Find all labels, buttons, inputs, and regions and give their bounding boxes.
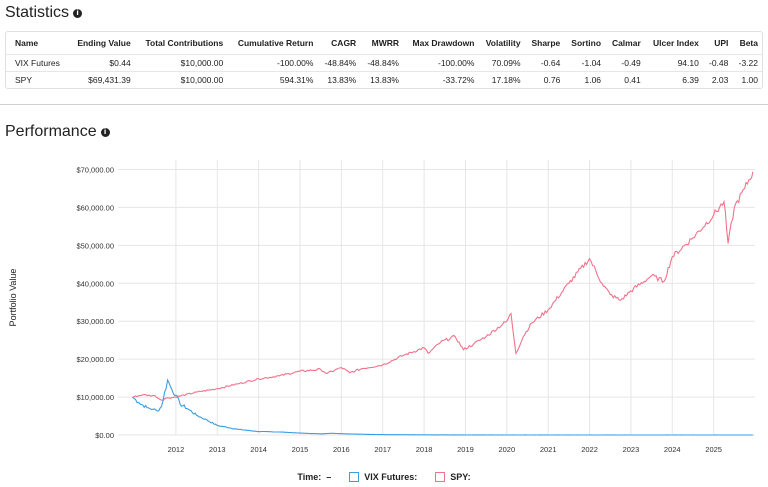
info-icon[interactable]: i — [73, 8, 83, 18]
table-cell: -0.64 — [524, 53, 565, 71]
legend-spy-label: SPY: — [450, 472, 471, 482]
y-tick-label: $50,000.00 — [76, 241, 114, 250]
table-cell: -0.49 — [605, 53, 645, 71]
x-tick-label: 2025 — [705, 445, 722, 454]
y-tick-label: $30,000.00 — [76, 317, 114, 326]
x-tick-label: 2014 — [250, 445, 267, 454]
column-header[interactable]: Beta — [739, 37, 758, 48]
table-cell: $10,000.00 — [134, 70, 228, 88]
column-header[interactable]: UPI — [714, 37, 729, 48]
statistics-title-text: Statistics — [5, 4, 70, 21]
statistics-table-container: Name Ending Value Total Contributions Cumul… — [5, 31, 763, 89]
chart-legend: Time: – VIX Futures: SPY: — [0, 472, 768, 482]
column-header[interactable]: Ending Value — [77, 37, 131, 48]
performance-title-text: Performance — [5, 123, 97, 140]
x-tick-label: 2023 — [623, 445, 640, 454]
table-cell: 6.39 — [644, 70, 703, 88]
table-row: VIX Futures $0.44 $10,000.00 -100.00% -48.84… — [6, 53, 762, 71]
performance-title: Performance i — [5, 123, 110, 141]
table-cell: $69,431.39 — [68, 70, 135, 88]
series-line-spy — [132, 171, 754, 401]
vix-swatch-icon — [349, 472, 360, 482]
y-tick-label: $0.00 — [95, 431, 114, 440]
table-cell: 2.03 — [702, 70, 733, 88]
y-tick-label: $20,000.00 — [76, 355, 114, 364]
table-cell: -48.84% — [360, 53, 403, 71]
table-cell: 0.76 — [524, 70, 565, 88]
legend-time: Time: – — [297, 472, 331, 482]
table-cell: 70.09% — [478, 53, 525, 71]
statistics-table: Name Ending Value Total Contributions Cumul… — [6, 32, 762, 88]
table-cell: -100.00% — [227, 53, 318, 71]
column-header[interactable]: Total Contributions — [145, 37, 224, 48]
x-tick-label: 2017 — [374, 445, 391, 454]
column-header[interactable]: Sortino — [571, 37, 602, 48]
legend-time-value: – — [326, 472, 332, 482]
x-tick-label: 2021 — [540, 445, 557, 454]
column-header[interactable]: Cumulative Return — [237, 37, 314, 48]
table-cell: -48.84% — [317, 53, 361, 71]
table-cell: SPY — [6, 70, 69, 88]
column-header[interactable]: Sharpe — [531, 37, 561, 48]
table-cell: 17.18% — [478, 70, 525, 88]
column-header[interactable]: Volatility — [485, 37, 521, 48]
table-cell: -100.00% — [403, 53, 479, 71]
spy-swatch-icon — [435, 472, 446, 482]
statistics-title: Statistics i — [5, 4, 83, 22]
legend-time-label: Time: — [297, 472, 322, 482]
table-cell: 94.10 — [644, 53, 703, 71]
y-tick-label: $40,000.00 — [76, 279, 114, 288]
x-tick-label: 2020 — [498, 445, 515, 454]
legend-item-spy[interactable]: SPY: — [435, 472, 471, 482]
table-row: SPY $69,431.39 $10,000.00 594.31% 13.83% 13.8… — [6, 70, 762, 88]
x-tick-label: 2019 — [457, 445, 474, 454]
x-tick-label: 2016 — [333, 445, 350, 454]
section-divider — [0, 104, 768, 105]
x-tick-label: 2015 — [292, 445, 309, 454]
table-cell: -33.72% — [403, 70, 479, 88]
table-cell: 13.83% — [360, 70, 403, 88]
table-cell: $10,000.00 — [134, 53, 228, 71]
table-cell: -1.04 — [564, 53, 606, 71]
y-tick-label: $70,000.00 — [76, 165, 114, 174]
legend-vix-label: VIX Futures: — [364, 472, 418, 482]
table-header-row: Name Ending Value Total Contributions Cumul… — [6, 32, 762, 54]
column-header[interactable]: Ulcer Index — [653, 37, 699, 48]
info-icon[interactable]: i — [100, 127, 110, 137]
table-cell: -0.48 — [702, 53, 733, 71]
x-tick-label: 2022 — [581, 445, 598, 454]
table-cell: 1.06 — [564, 70, 606, 88]
table-cell: -3.22 — [732, 53, 762, 71]
column-header[interactable]: Name — [15, 37, 39, 48]
x-tick-label: 2024 — [664, 445, 681, 454]
column-header[interactable]: Max Drawdown — [412, 37, 475, 48]
y-tick-label: $60,000.00 — [76, 203, 114, 212]
y-tick-label: $10,000.00 — [76, 393, 114, 402]
column-header[interactable]: MWRR — [371, 37, 399, 48]
x-tick-label: 2018 — [416, 445, 433, 454]
table-cell: 13.83% — [317, 70, 361, 88]
table-cell: 1.00 — [732, 70, 762, 88]
y-axis-label: Portfolio Value — [8, 269, 18, 327]
column-header[interactable]: CAGR — [331, 37, 357, 48]
x-tick-label: 2013 — [209, 445, 226, 454]
table-cell: 0.41 — [605, 70, 645, 88]
series-line-vix-futures — [132, 378, 753, 436]
performance-chart[interactable]: $0.00 $10,000.00 $20,000.00 $30,000.00 $40,0… — [0, 150, 768, 468]
legend-item-vix[interactable]: VIX Futures: — [349, 472, 417, 482]
table-cell: VIX Futures — [6, 53, 69, 71]
x-tick-label: 2012 — [168, 445, 185, 454]
table-cell: $0.44 — [68, 53, 135, 71]
table-cell: 594.31% — [227, 70, 318, 88]
column-header[interactable]: Calmar — [611, 37, 641, 48]
